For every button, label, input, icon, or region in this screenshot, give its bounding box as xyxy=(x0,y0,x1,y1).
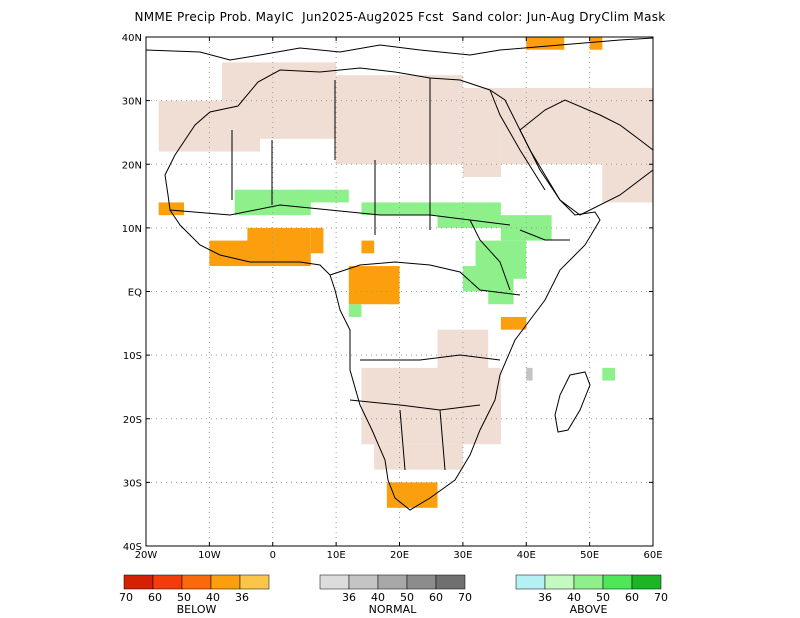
lat-tick-label: EQ xyxy=(128,288,142,299)
europe-coastline xyxy=(146,37,653,61)
red-sea-coast xyxy=(489,89,546,191)
legend-below-label: 36 xyxy=(235,591,249,604)
lon-tick-label: 10E xyxy=(327,550,346,561)
legend-normal-swatch xyxy=(377,574,408,590)
above-normal-region-3 xyxy=(437,202,501,228)
sahara-border-1 xyxy=(231,78,431,235)
legend-normal-label: 50 xyxy=(400,591,414,604)
lon-tick-label: 30E xyxy=(453,550,472,561)
lon-tick-label: 20E xyxy=(390,550,409,561)
land-outline xyxy=(146,37,653,511)
eastern-border xyxy=(469,219,570,291)
legend-above-swatch xyxy=(631,574,662,590)
legend-below-swatch xyxy=(181,574,212,590)
legend-normal-swatch xyxy=(319,574,350,590)
lat-tick-label: 40N xyxy=(122,33,142,44)
legend-normal-label: 40 xyxy=(371,591,385,604)
above-normal-region-1 xyxy=(298,189,349,203)
normal-region-0 xyxy=(526,367,533,381)
legend-below-swatch xyxy=(239,574,270,590)
legend-above-label: 36 xyxy=(538,591,552,604)
above-normal-region-7 xyxy=(488,291,514,305)
above-normal-region-2 xyxy=(361,202,438,216)
legend-below-swatch xyxy=(152,574,183,590)
dry-mask-region-4 xyxy=(500,87,653,165)
lon-tick-label: 0 xyxy=(270,550,276,561)
legend-below-label: 60 xyxy=(148,591,162,604)
dry-mask-region-1 xyxy=(222,62,337,139)
axis-ticks: 20W 10W 0 10E 20E 30E 40E 50E 60E 40N 30N 20N 10N EQ 1… xyxy=(122,33,663,561)
lat-tick-label: 40S xyxy=(123,542,142,553)
legend-normal-swatch xyxy=(348,574,379,590)
above-normal-region-6 xyxy=(462,266,514,292)
legend-above-label: 60 xyxy=(625,591,639,604)
legend-above-swatch xyxy=(573,574,604,590)
legend-above-label: 70 xyxy=(654,591,668,604)
lon-tick-label: 10W xyxy=(198,550,221,561)
legend-normal: 36 40 50 60 70 NORMAL xyxy=(319,574,472,616)
legend-normal-label: 70 xyxy=(458,591,472,604)
legend-above-swatch xyxy=(544,574,575,590)
legend-above-swatch xyxy=(602,574,633,590)
legend-normal-label: 36 xyxy=(342,591,356,604)
below-normal-region-2 xyxy=(247,227,311,267)
central-border xyxy=(329,261,521,296)
legend-below-label: 50 xyxy=(177,591,191,604)
lon-tick-label: 40E xyxy=(517,550,536,561)
legend-above-label: 50 xyxy=(596,591,610,604)
lat-tick-label: 20N xyxy=(122,160,142,171)
dry-mask-region-6 xyxy=(374,444,463,470)
legend-normal-swatch xyxy=(406,574,437,590)
below-normal-region-0 xyxy=(158,202,185,216)
lon-tick-label: 50E xyxy=(580,550,599,561)
legend-below-swatch xyxy=(210,574,241,590)
below-normal-region-7 xyxy=(500,316,527,330)
legend-below: 70 60 50 40 36 BELOW xyxy=(119,574,270,616)
lat-tick-label: 20S xyxy=(123,415,142,426)
below-normal-region-5 xyxy=(361,240,375,254)
legend-normal-swatch xyxy=(435,574,466,590)
legend-normal-label: 60 xyxy=(429,591,443,604)
lat-tick-label: 30N xyxy=(122,97,142,108)
lat-tick-label: 10N xyxy=(122,224,142,235)
lon-tick-label: 20W xyxy=(135,550,158,561)
dry-mask-region-2 xyxy=(336,75,463,165)
legend-above-label: 40 xyxy=(567,591,581,604)
below-normal-region-4 xyxy=(348,266,400,305)
africa-coastline xyxy=(164,67,601,511)
legend-below-label: 40 xyxy=(206,591,220,604)
legend-above-title: ABOVE xyxy=(570,603,608,616)
legend-normal-title: NORMAL xyxy=(369,603,418,616)
lat-tick-label: 30S xyxy=(123,478,142,489)
legend-above-swatch xyxy=(515,574,546,590)
legend-above: 36 40 50 60 70 ABOVE xyxy=(515,574,668,616)
legend-below-label: 70 xyxy=(119,591,133,604)
probability-shading xyxy=(158,37,653,508)
above-normal-region-10 xyxy=(602,367,615,381)
below-normal-region-9 xyxy=(589,37,603,50)
below-normal-region-3 xyxy=(310,227,324,254)
lat-tick-label: 10S xyxy=(123,351,142,362)
madagascar-coastline xyxy=(554,371,591,433)
legend-below-title: BELOW xyxy=(177,603,217,616)
lon-tick-label: 60E xyxy=(643,550,662,561)
legend-below-swatch xyxy=(123,574,154,590)
above-normal-region-9 xyxy=(348,304,362,317)
below-normal-region-6 xyxy=(386,482,438,508)
arabian-peninsula-coastline xyxy=(519,99,653,216)
dry-mask-region-3 xyxy=(462,87,501,177)
dry-mask-region-5 xyxy=(361,367,501,445)
sahel-border xyxy=(169,204,511,226)
southern-border xyxy=(349,354,501,471)
dry-mask-region-8 xyxy=(602,164,653,203)
map-title: NMME Precip Prob. MayIC Jun2025-Aug2025 … xyxy=(134,10,666,24)
